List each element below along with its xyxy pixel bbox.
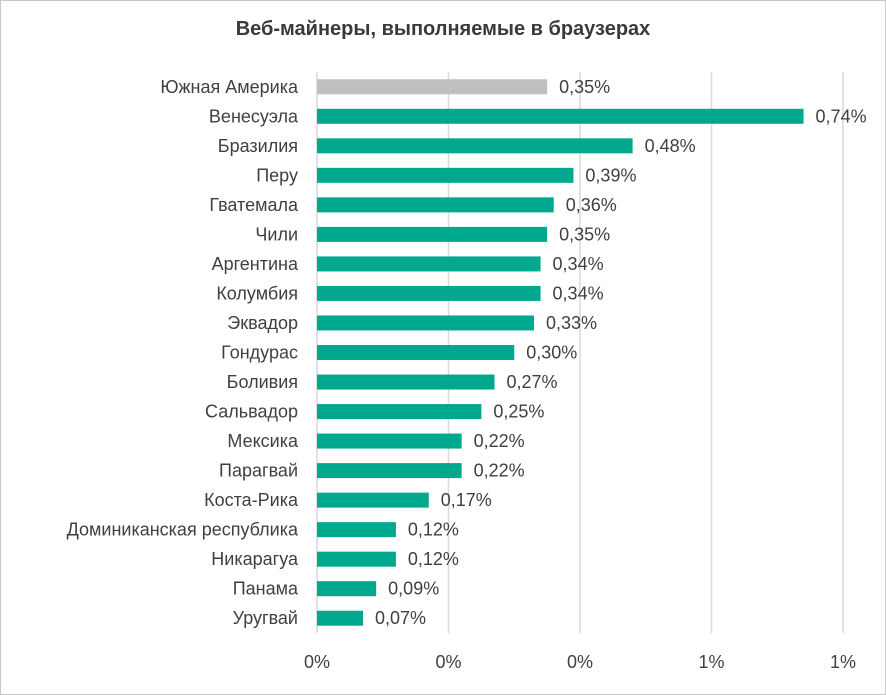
data-label: 0,22%: [474, 461, 525, 481]
data-label: 0,12%: [408, 549, 459, 569]
category-label: Боливия: [227, 372, 298, 392]
bar: [317, 167, 574, 183]
x-axis-ticks: 0% 0% 0% 1% 1%: [304, 652, 856, 672]
bar: [317, 197, 554, 213]
bar: [317, 285, 541, 301]
data-label: 0,33%: [546, 313, 597, 333]
category-label: Коста-Рика: [204, 490, 299, 510]
category-label: Парагвай: [219, 461, 298, 481]
data-label: 0,48%: [645, 136, 696, 156]
data-label: 0,09%: [388, 579, 439, 599]
x-tick-label: 1%: [830, 652, 856, 672]
category-label: Панама: [233, 579, 299, 599]
category-label: Чили: [255, 224, 298, 244]
category-label: Доминиканская республика: [67, 520, 299, 540]
data-label: 0,34%: [553, 254, 604, 274]
bar: [317, 492, 429, 508]
bar: [317, 374, 495, 390]
category-label: Никарагуа: [211, 549, 299, 569]
bar: [317, 345, 515, 360]
data-label: 0,30%: [526, 343, 577, 363]
data-label: 0,27%: [507, 372, 558, 392]
category-label: Мексика: [227, 431, 299, 451]
category-label: Перу: [256, 165, 298, 185]
data-label: 0,07%: [375, 608, 426, 628]
x-tick-label: 0%: [567, 652, 593, 672]
bar: [317, 79, 548, 95]
category-label: Южная Америка: [160, 77, 299, 97]
x-tick-label: 0%: [304, 652, 330, 672]
category-label: Бразилия: [218, 136, 298, 156]
data-label: 0,34%: [553, 283, 604, 303]
bar: [317, 138, 633, 154]
category-label: Венесуэла: [209, 106, 299, 126]
category-label: Аргентина: [212, 254, 299, 274]
bar: [317, 463, 462, 479]
bar: [317, 522, 396, 538]
data-label: 0,35%: [559, 224, 610, 244]
data-label: 0,12%: [408, 520, 459, 540]
data-label: 0,39%: [585, 165, 636, 185]
category-label: Сальвадор: [205, 402, 298, 422]
category-label: Эквадор: [227, 313, 298, 333]
x-tick-label: 1%: [698, 652, 724, 672]
bar: [317, 404, 482, 420]
category-label: Гватемала: [209, 195, 299, 215]
data-label: 0,25%: [493, 402, 544, 422]
bar: [317, 433, 462, 449]
bars: [317, 79, 804, 626]
category-label: Уругвай: [233, 608, 298, 628]
data-label: 0,36%: [566, 195, 617, 215]
bar: [317, 226, 548, 242]
chart-title: Веб-майнеры, выполняемые в браузерах: [235, 18, 651, 40]
data-label: 0,35%: [559, 77, 610, 97]
bar: [317, 581, 377, 597]
value-labels: 0,35% 0,74% 0,48% 0,39% 0,36% 0,35% 0,34% 0,34%…: [375, 77, 867, 628]
bar: [317, 108, 804, 124]
category-labels: Южная Америка Венесуэла Бразилия Перу Гватем…: [67, 77, 299, 628]
x-tick-label: 0%: [435, 652, 461, 672]
bar: [317, 610, 364, 626]
bar: [317, 315, 534, 331]
bar: [317, 551, 396, 567]
category-label: Гондурас: [221, 343, 298, 363]
data-label: 0,22%: [474, 431, 525, 451]
category-label: Колумбия: [216, 283, 298, 303]
data-label: 0,74%: [816, 106, 867, 126]
bar: [317, 256, 541, 272]
data-label: 0,17%: [441, 490, 492, 510]
